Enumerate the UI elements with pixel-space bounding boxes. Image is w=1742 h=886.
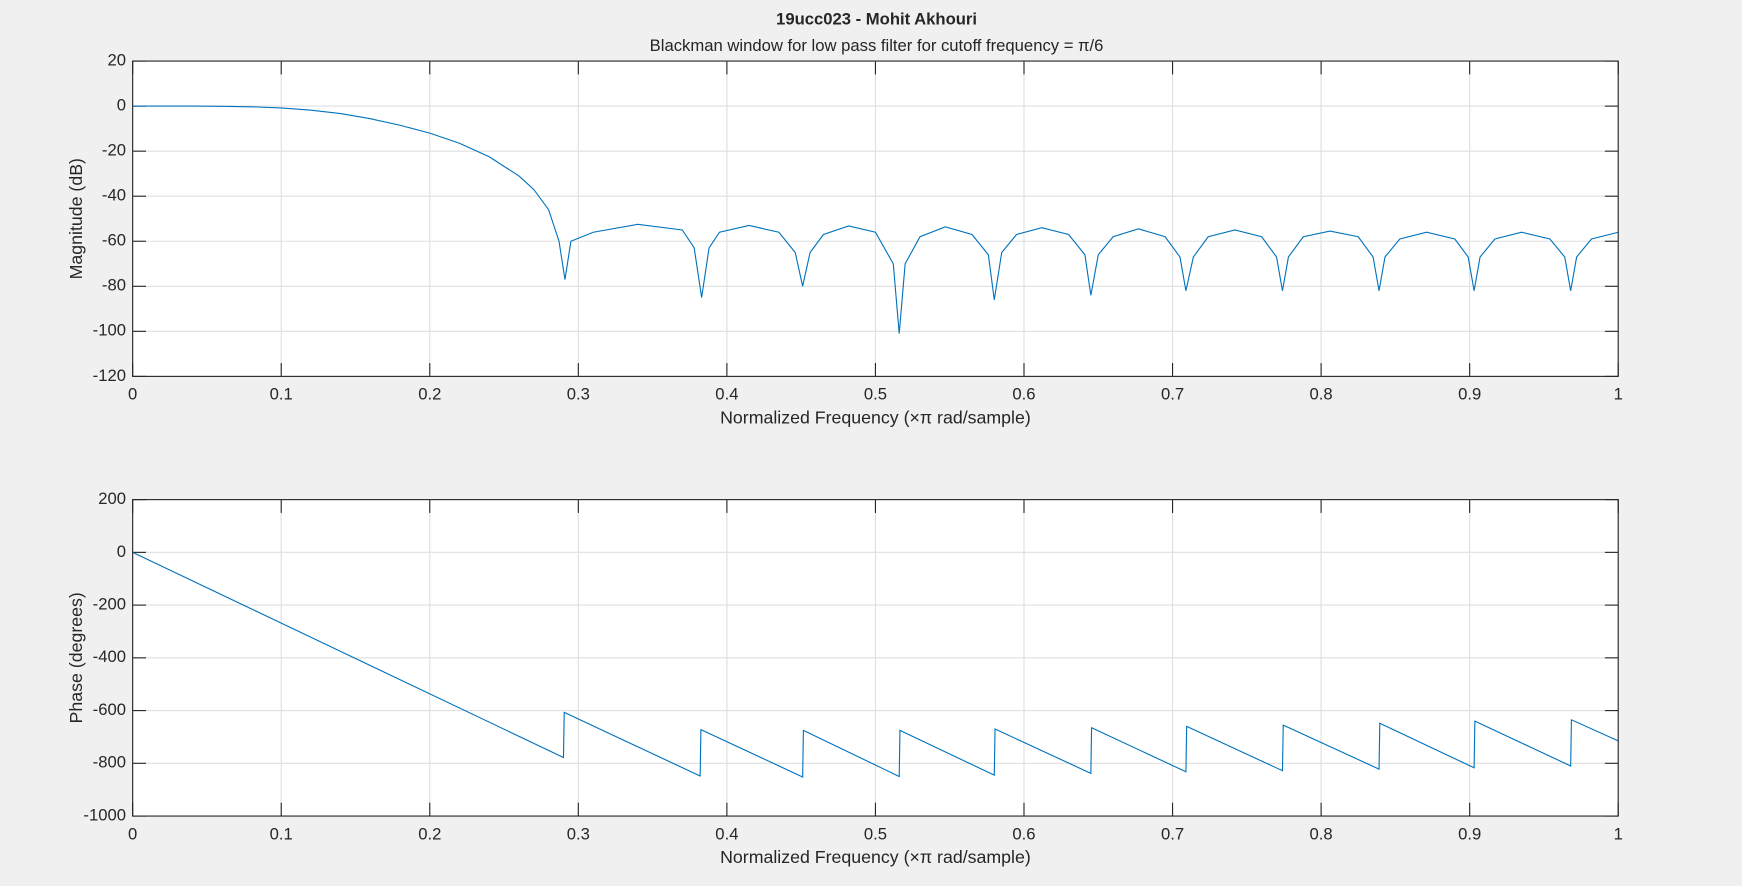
- x-tick-label: 0.2: [418, 824, 441, 843]
- axes-box: [132, 60, 1619, 377]
- chart-subtitle: Blackman window for low pass filter for …: [650, 36, 1104, 55]
- x-tick-label: 0.6: [1012, 385, 1035, 404]
- line: [132, 105, 1619, 334]
- y-tick-label: 0: [117, 96, 126, 115]
- x-tick-label: 0.7: [1161, 824, 1184, 843]
- x-tick-label: 0.1: [270, 385, 293, 404]
- y-tick-label: -40: [102, 186, 126, 205]
- y-tick-label: -600: [93, 700, 126, 719]
- x-tick-label: 0.3: [567, 385, 590, 404]
- y-tick-label: -120: [93, 366, 126, 385]
- y-tick-label: -20: [102, 141, 126, 160]
- y-tick-label: -60: [102, 231, 126, 250]
- axes-box: [132, 499, 1619, 817]
- x-tick-label: 1: [1614, 824, 1623, 843]
- x-tick-label: 0.9: [1458, 824, 1481, 843]
- y-tick-label: -200: [93, 594, 126, 613]
- y-axis-label: Magnitude (dB): [66, 158, 86, 279]
- x-tick-label: 0.6: [1012, 824, 1035, 843]
- chart-title: 19ucc023 - Mohit Akhouri: [776, 9, 977, 28]
- y-axis-label: Phase (degrees): [66, 592, 86, 723]
- x-tick-label: 0.9: [1458, 385, 1481, 404]
- y-tick-label: 200: [98, 489, 126, 508]
- y-tick-label: -100: [93, 321, 126, 340]
- x-tick-label: 0.8: [1310, 385, 1333, 404]
- y-tick-label: 0: [117, 542, 126, 561]
- x-tick-label: 1: [1614, 385, 1623, 404]
- x-tick-label: 0.3: [567, 824, 590, 843]
- y-tick-label: 20: [107, 50, 126, 69]
- x-tick-label: 0.5: [864, 824, 887, 843]
- x-tick-label: 0.4: [715, 824, 738, 843]
- x-tick-label: 0: [128, 824, 137, 843]
- x-tick-label: 0.5: [864, 385, 887, 404]
- y-tick-label: -80: [102, 276, 126, 295]
- x-axis-label: Normalized Frequency (×π rad/sample): [720, 407, 1031, 427]
- y-tick-label: -400: [93, 647, 126, 666]
- line: [132, 551, 1619, 778]
- x-tick-label: 0.7: [1161, 385, 1184, 404]
- x-axis-label: Normalized Frequency (×π rad/sample): [720, 847, 1031, 867]
- y-tick-label: -1000: [83, 805, 126, 824]
- x-tick-label: 0.2: [418, 385, 441, 404]
- x-tick-label: 0: [128, 385, 137, 404]
- x-tick-label: 0.8: [1310, 824, 1333, 843]
- x-tick-label: 0.4: [715, 385, 738, 404]
- y-tick-label: -800: [93, 753, 126, 772]
- x-tick-label: 0.1: [270, 824, 293, 843]
